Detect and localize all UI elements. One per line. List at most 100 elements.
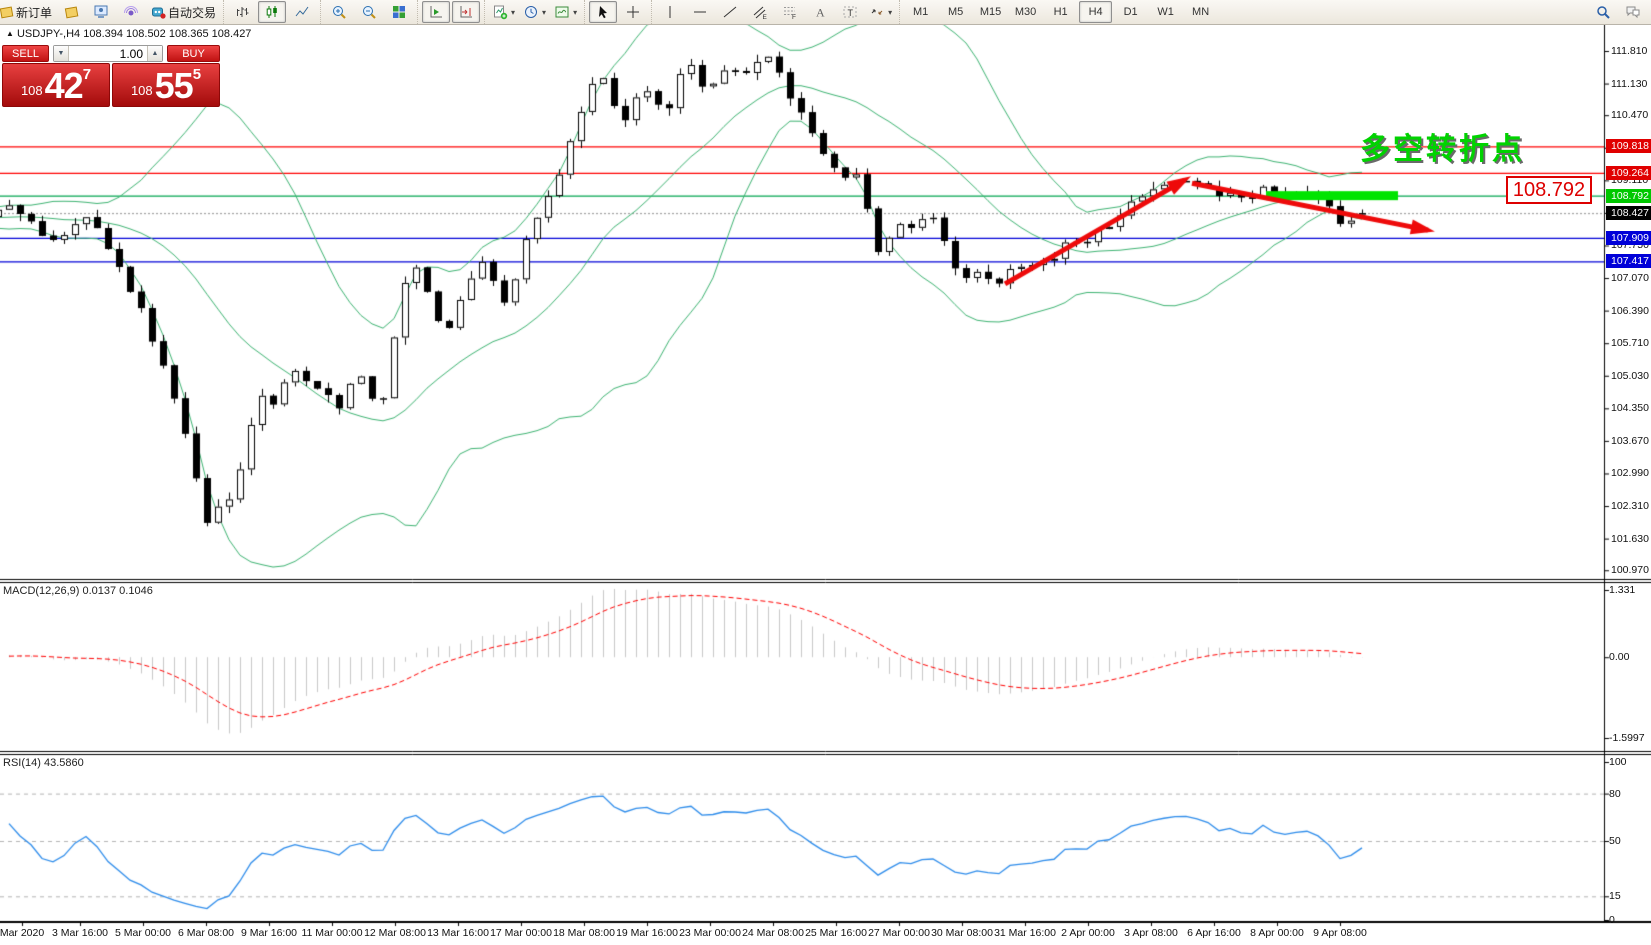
arrows-tool-icon [869,4,885,20]
volume-increase-button[interactable]: ▲ [147,46,162,61]
fibo-icon: F [782,4,798,20]
price-level-label: 107.417 [1606,254,1651,269]
timeframe-button-w1[interactable]: W1 [1157,6,1174,18]
buy-button[interactable]: BUY [167,45,220,62]
time-axis-label: 13 Mar 16:00 [427,927,489,939]
svg-text:A: A [816,6,825,20]
zoom-in-icon [331,4,347,20]
cursor-button[interactable] [589,1,618,23]
timeframe-button-m15[interactable]: M15 [979,6,1002,18]
time-axis-label: 17 Mar 00:00 [490,927,552,939]
chevron-down-icon[interactable]: ▾ [511,7,516,17]
price-axis-tick: 103.670 [1611,434,1649,447]
rsi-axis-tick: 50 [1609,835,1621,847]
chat-button[interactable] [1619,1,1647,23]
new-order-button[interactable]: 新订单 [0,1,55,23]
time-axis-label: 11 Mar 00:00 [301,927,363,939]
rsi-axis-tick: 15 [1609,890,1621,903]
macd-axis-tick: 0.00 [1609,651,1630,664]
market-watch-button[interactable] [87,1,115,23]
time-axis-label: 24 Mar 08:00 [742,927,804,939]
candlestick-chart-button[interactable] [258,1,287,23]
volume-decrease-button[interactable]: ▼ [54,46,69,61]
time-axis-label: 9 Mar 16:00 [240,927,298,939]
time-axis-label: 25 Mar 16:00 [805,927,867,939]
price-axis-tick: 104.350 [1611,402,1649,415]
rsi-axis-tick: 80 [1609,787,1621,800]
cursor-icon [595,4,611,20]
autotrading-button[interactable]: 自动交易 [147,1,219,23]
price-level-label: 109.818 [1606,139,1651,154]
horizontal-line-button[interactable] [686,1,714,23]
timeframe-button-m30[interactable]: M30 [1014,6,1037,18]
macd-indicator-label: MACD(12,26,9) 0.0137 0.1046 [3,585,153,597]
price-axis-tick: 100.970 [1611,564,1649,577]
charts-profile-button[interactable] [57,1,85,23]
timeframe-button-m1[interactable]: M1 [912,6,929,18]
text-a-icon: A [812,4,828,20]
candles-icon [264,4,280,20]
autotrading-button-label: 自动交易 [168,5,217,20]
price-axis-tick: 111.130 [1611,77,1648,90]
price-axis-tick: 110.470 [1611,109,1649,122]
bar-chart-button[interactable] [228,1,256,23]
buy-price-pip: 5 [192,66,202,83]
timeframe-button-d1[interactable]: D1 [1123,6,1138,18]
collapse-marker-icon[interactable]: ▲ [6,29,14,38]
timeframe-button-m5[interactable]: M5 [947,6,964,18]
price-axis-tick: 107.070 [1611,272,1649,285]
chevron-down-icon[interactable]: ▾ [888,7,893,17]
fibonacci-button[interactable]: F [776,1,804,23]
timeframe-button-mn[interactable]: MN [1192,6,1210,18]
crosshair-button[interactable] [619,1,647,23]
search-button[interactable] [1589,1,1617,23]
zoom-out-button[interactable] [355,1,383,23]
time-axis-label: 19 Mar 16:00 [616,927,678,939]
svg-text:F: F [792,14,796,20]
line-chart-button[interactable] [288,1,316,23]
vertical-line-button[interactable] [656,1,684,23]
zoom-in-button[interactable] [325,1,353,23]
chevron-down-icon[interactable]: ▾ [542,7,547,17]
trendline-icon [722,4,738,20]
text-button[interactable]: A [806,1,834,23]
price-axis-tick: 105.030 [1611,369,1649,382]
auto-scroll-button[interactable] [422,1,451,23]
market-watch-icon [93,4,109,20]
sell-price-pip: 7 [82,66,92,83]
price-level-label: 108.792 [1606,188,1651,203]
periods-button[interactable]: ▾ [520,1,549,23]
price-axis-tick: 102.310 [1611,500,1649,513]
toolbar-group: E F A T ▾ [651,0,899,24]
data-broadcast-button[interactable] [117,1,145,23]
volume-input[interactable] [69,46,147,61]
buy-price-button[interactable]: 108 55 5 [112,63,220,107]
chevron-down-icon[interactable]: ▾ [573,7,578,17]
buy-price-prefix: 108 [130,83,153,98]
time-axis-label: 3 Mar 16:00 [51,927,109,939]
toolbar-group: ▾ ▾ ▾ [484,0,584,24]
templates-button[interactable]: ▾ [551,1,580,23]
text-label-button[interactable]: T [836,1,864,23]
one-click-trading-panel: SELL ▼ ▲ BUY 108 42 7 108 55 5 [2,45,220,107]
sell-button[interactable]: SELL [2,45,49,62]
tile-windows-button[interactable] [385,1,413,23]
timeframe-button-h1[interactable]: H1 [1053,6,1068,18]
broadcast-icon [123,4,139,20]
arrows-button[interactable]: ▾ [866,1,895,23]
trendline-button[interactable] [716,1,744,23]
symbol-ohlc-text: USDJPY-,H4 108.394 108.502 108.365 108.4… [16,28,252,40]
sell-price-button[interactable]: 108 42 7 [2,63,110,107]
chart-shift-icon [458,4,474,20]
indicators-button[interactable]: ▾ [489,1,518,23]
tile-windows-icon [391,4,407,20]
time-axis-label: 18 Mar 08:00 [553,927,615,939]
time-axis-label: 27 Mar 00:00 [868,927,930,939]
templates-icon [554,4,570,20]
auto-scroll-icon [428,4,444,20]
search-icon [1595,4,1611,20]
timeframe-button-h4[interactable]: H4 [1079,1,1113,23]
chart-shift-button[interactable] [452,1,481,23]
equidistant-channel-button[interactable]: E [746,1,774,23]
